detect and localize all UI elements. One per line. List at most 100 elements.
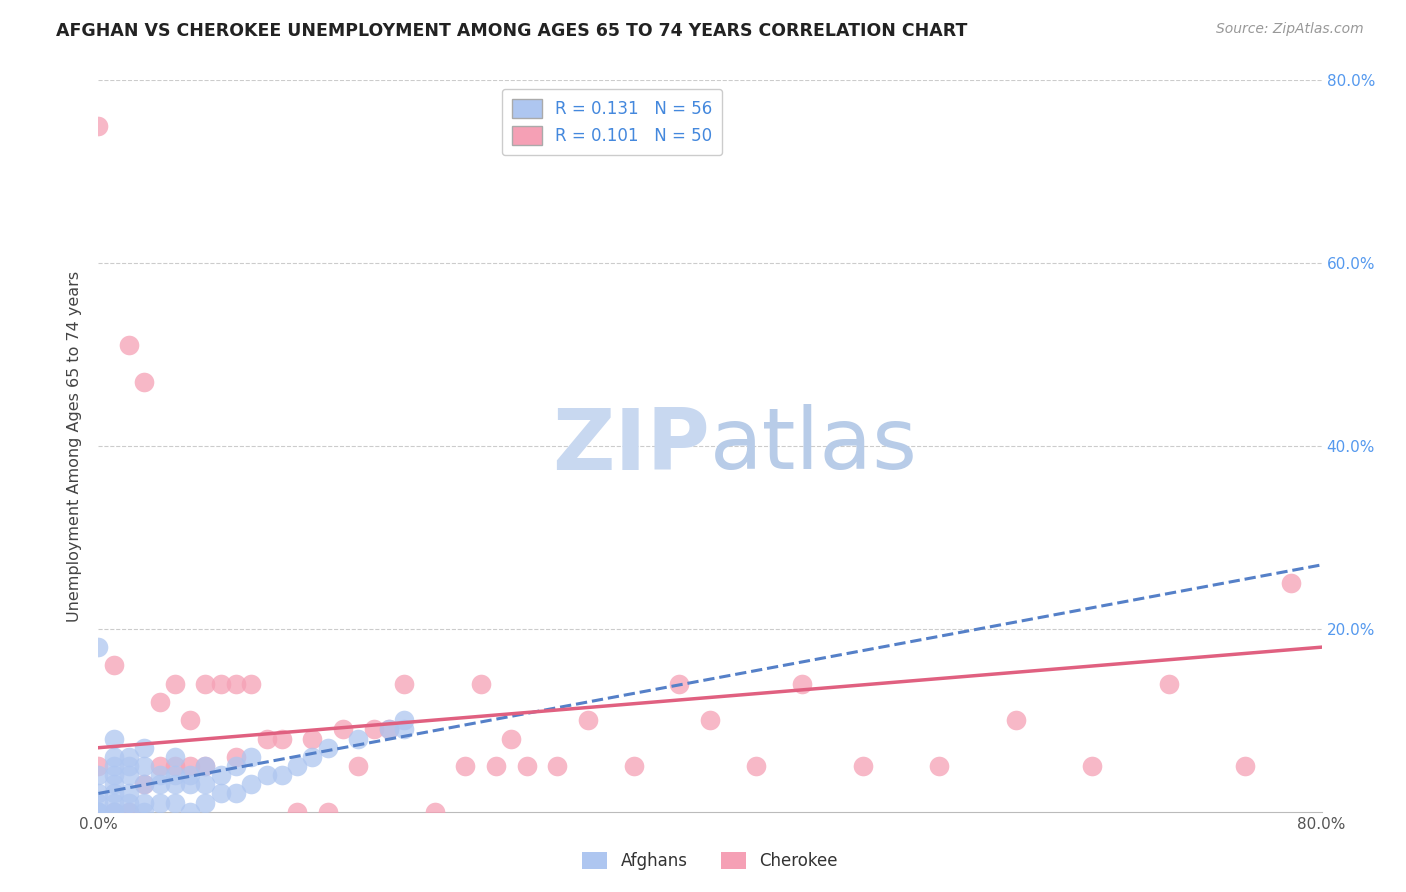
Point	[103, 777, 125, 791]
Point	[928, 759, 950, 773]
Point	[209, 768, 232, 782]
Point	[134, 805, 156, 819]
Point	[316, 740, 339, 755]
Point	[240, 777, 263, 791]
Point	[179, 714, 201, 728]
Point	[301, 749, 323, 764]
Point	[163, 768, 186, 782]
Point	[347, 731, 370, 746]
Point	[209, 676, 232, 690]
Point	[163, 749, 186, 764]
Point	[134, 777, 156, 791]
Point	[745, 759, 768, 773]
Point	[623, 759, 645, 773]
Point	[546, 759, 568, 773]
Point	[87, 119, 110, 133]
Y-axis label: Unemployment Among Ages 65 to 74 years: Unemployment Among Ages 65 to 74 years	[67, 270, 83, 622]
Point	[454, 759, 477, 773]
Point	[225, 676, 247, 690]
Point	[1081, 759, 1104, 773]
Point	[134, 759, 156, 773]
Point	[103, 805, 125, 819]
Text: AFGHAN VS CHEROKEE UNEMPLOYMENT AMONG AGES 65 TO 74 YEARS CORRELATION CHART: AFGHAN VS CHEROKEE UNEMPLOYMENT AMONG AG…	[56, 22, 967, 40]
Point	[363, 723, 385, 737]
Point	[149, 777, 172, 791]
Point	[87, 805, 110, 819]
Point	[87, 759, 110, 773]
Point	[134, 777, 156, 791]
Point	[87, 640, 110, 655]
Point	[392, 714, 416, 728]
Point	[668, 676, 690, 690]
Point	[118, 338, 141, 352]
Point	[501, 731, 523, 746]
Point	[103, 805, 125, 819]
Point	[103, 658, 125, 673]
Point	[87, 768, 110, 782]
Point	[103, 759, 125, 773]
Point	[392, 723, 416, 737]
Point	[163, 777, 186, 791]
Point	[118, 805, 141, 819]
Point	[1279, 576, 1302, 591]
Point	[392, 676, 416, 690]
Point	[240, 749, 263, 764]
Point	[163, 796, 186, 810]
Point	[179, 768, 201, 782]
Point	[285, 805, 308, 819]
Point	[285, 759, 308, 773]
Text: ZIP: ZIP	[553, 404, 710, 488]
Point	[194, 796, 217, 810]
Point	[301, 731, 323, 746]
Point	[194, 777, 217, 791]
Point	[134, 740, 156, 755]
Point	[118, 796, 141, 810]
Point	[134, 375, 156, 389]
Point	[103, 805, 125, 819]
Point	[316, 805, 339, 819]
Point	[87, 796, 110, 810]
Point	[87, 787, 110, 801]
Point	[225, 749, 247, 764]
Point	[118, 749, 141, 764]
Text: Source: ZipAtlas.com: Source: ZipAtlas.com	[1216, 22, 1364, 37]
Point	[87, 805, 110, 819]
Point	[179, 777, 201, 791]
Point	[1157, 676, 1180, 690]
Point	[118, 768, 141, 782]
Point	[256, 731, 278, 746]
Point	[347, 759, 370, 773]
Point	[240, 676, 263, 690]
Point	[103, 768, 125, 782]
Point	[699, 714, 721, 728]
Point	[134, 796, 156, 810]
Text: atlas: atlas	[710, 404, 918, 488]
Point	[87, 805, 110, 819]
Point	[179, 805, 201, 819]
Point	[149, 759, 172, 773]
Point	[332, 723, 354, 737]
Point	[225, 787, 247, 801]
Legend: Afghans, Cherokee: Afghans, Cherokee	[575, 845, 845, 877]
Point	[194, 759, 217, 773]
Point	[378, 723, 401, 737]
Point	[270, 768, 292, 782]
Point	[378, 723, 401, 737]
Point	[852, 759, 875, 773]
Point	[103, 749, 125, 764]
Point	[118, 759, 141, 773]
Point	[118, 787, 141, 801]
Point	[209, 787, 232, 801]
Point	[270, 731, 292, 746]
Point	[516, 759, 538, 773]
Point	[87, 805, 110, 819]
Point	[149, 695, 172, 709]
Point	[179, 759, 201, 773]
Point	[118, 805, 141, 819]
Point	[103, 787, 125, 801]
Point	[470, 676, 492, 690]
Point	[256, 768, 278, 782]
Point	[790, 676, 813, 690]
Point	[149, 796, 172, 810]
Point	[225, 759, 247, 773]
